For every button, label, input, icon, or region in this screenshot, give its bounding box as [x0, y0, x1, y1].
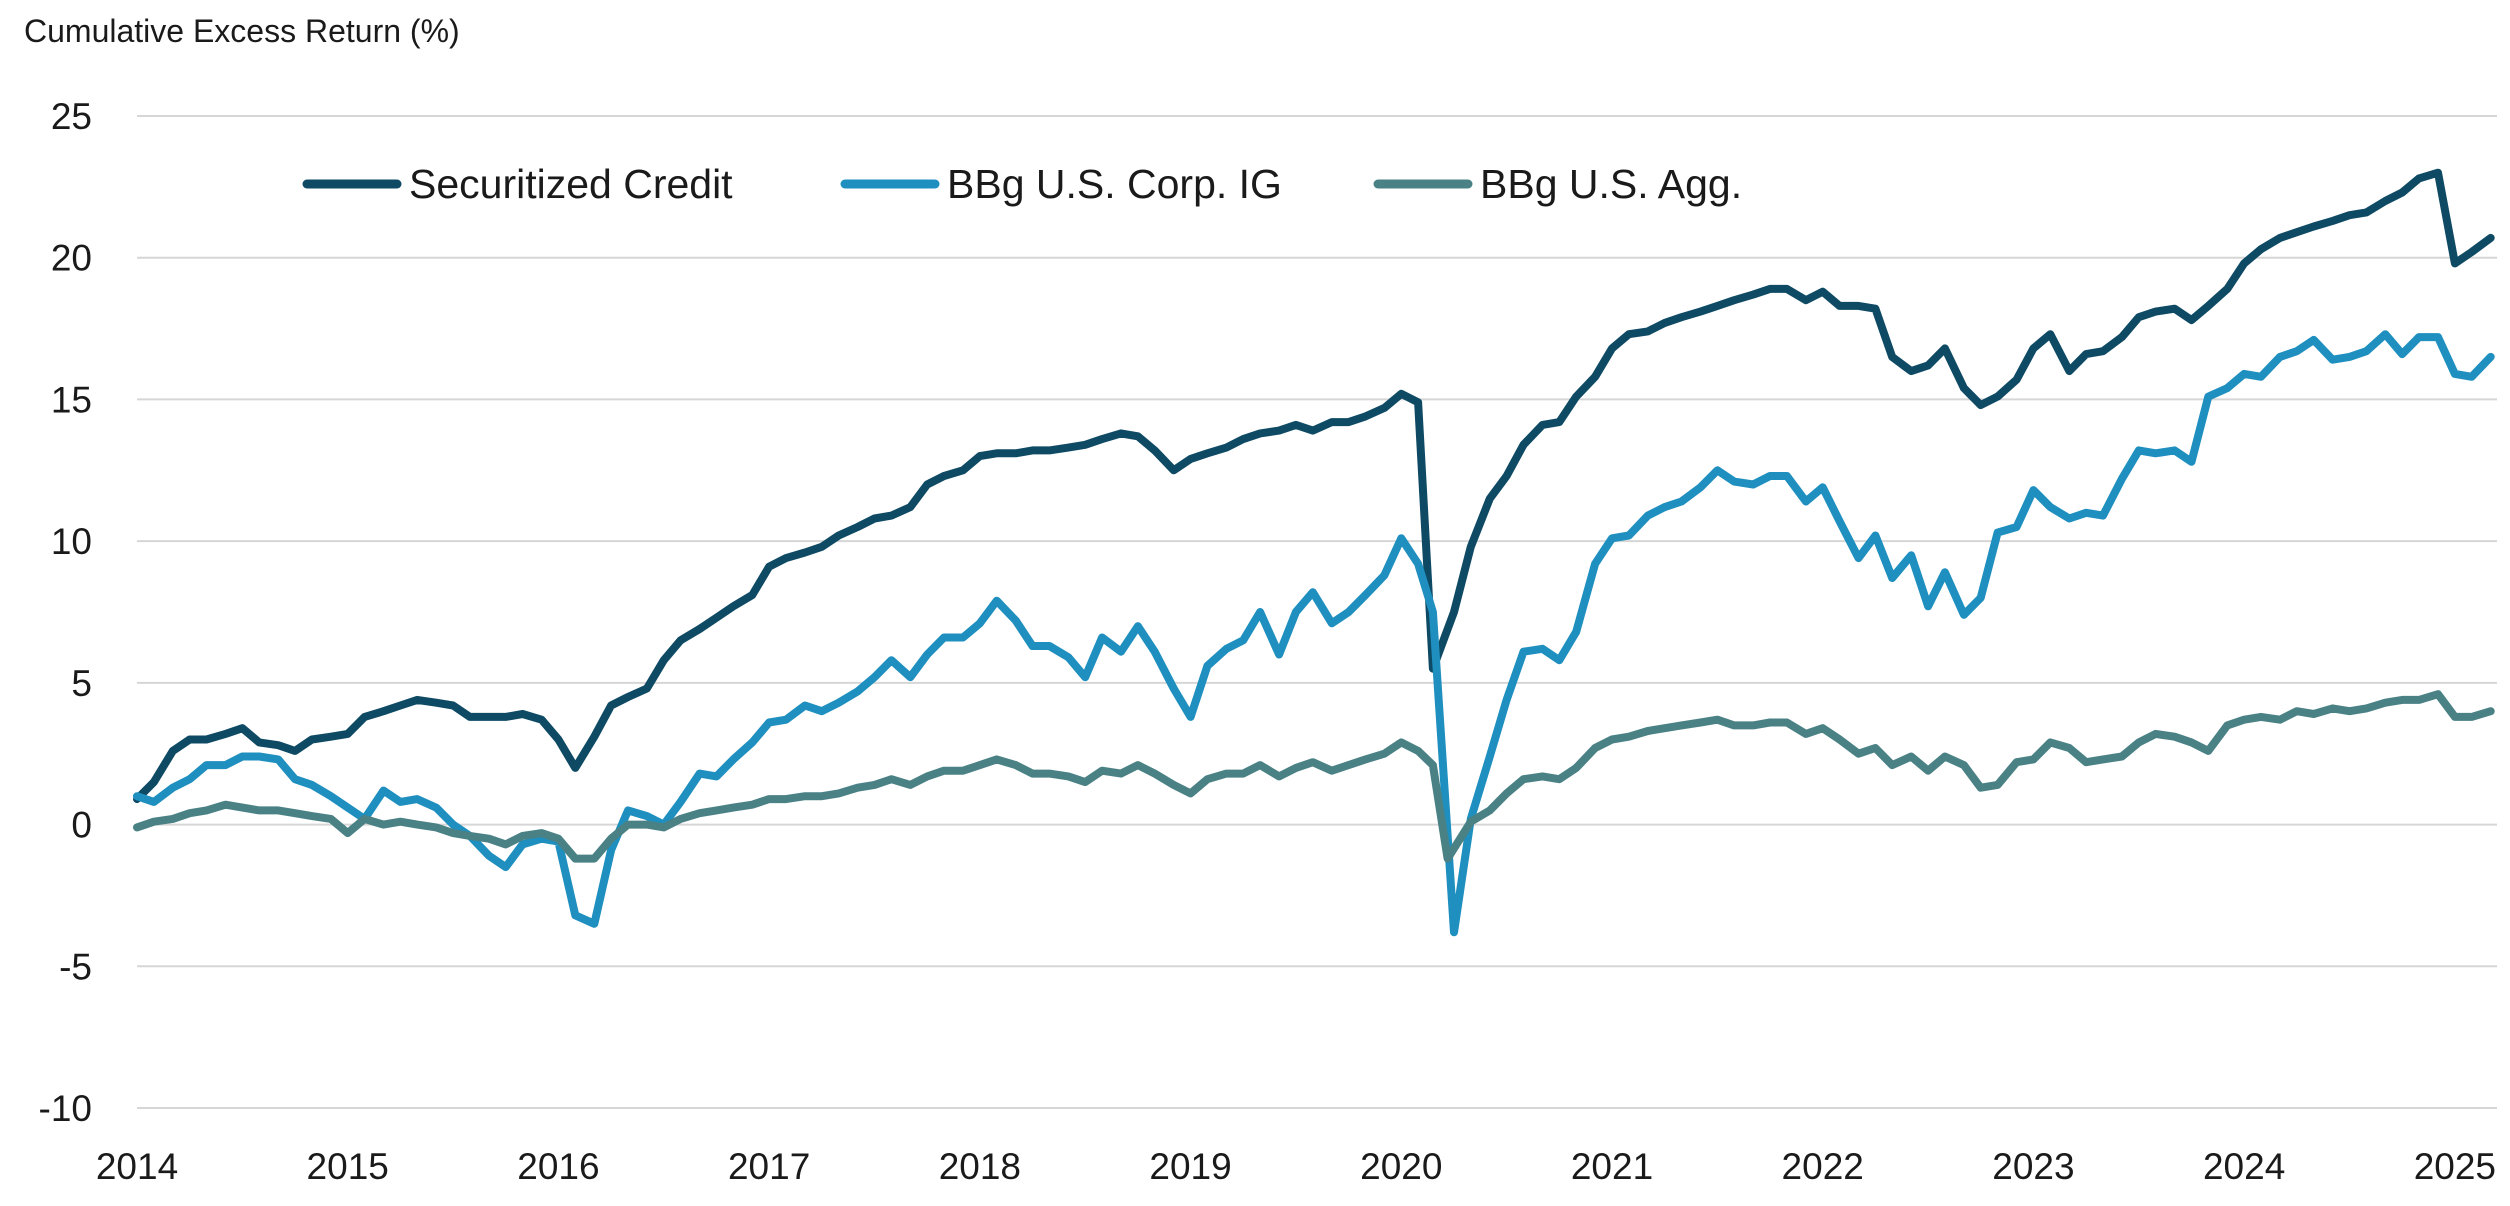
x-tick-label: 2021: [1571, 1146, 1653, 1187]
x-tick-label: 2017: [728, 1146, 810, 1187]
legend-item: Securitized Credit: [302, 161, 733, 207]
y-tick-label: 0: [71, 805, 92, 846]
y-tick-label: 5: [71, 663, 92, 704]
series-line-2: [133, 330, 2495, 937]
legend-item: BBg U.S. Agg.: [1373, 161, 1742, 207]
x-tick-label: 2016: [517, 1146, 599, 1187]
x-tick-label: 2019: [1149, 1146, 1231, 1187]
x-tick-label: 2022: [1782, 1146, 1864, 1187]
x-tick-label: 2018: [939, 1146, 1021, 1187]
legend-label: BBg U.S. Agg.: [1480, 161, 1742, 207]
series-line-1: [133, 168, 2495, 804]
x-tick-label: 2014: [96, 1146, 178, 1187]
y-tick-label: -5: [59, 946, 92, 987]
x-tick-label: 2023: [1992, 1146, 2074, 1187]
y-tick-label: 10: [51, 521, 92, 562]
y-tick-label: 15: [51, 379, 92, 420]
y-tick-label: -10: [39, 1088, 92, 1129]
series-line-3: [133, 690, 2495, 863]
y-tick-label: 20: [51, 238, 92, 279]
x-tick-label: 2025: [2414, 1146, 2496, 1187]
legend-item: BBg U.S. Corp. IG: [840, 161, 1282, 207]
grid-layer: [137, 115, 2497, 1109]
series-layer: [133, 168, 2495, 937]
x-tick-label: 2020: [1360, 1146, 1442, 1187]
y-axis-title: Cumulative Excess Return (%): [24, 13, 460, 49]
y-tick-label: 25: [51, 96, 92, 137]
y-tick-labels: 25 20 15 10 5 0 -5 -10: [39, 96, 92, 1129]
x-tick-label: 2015: [307, 1146, 389, 1187]
x-tick-label: 2024: [2203, 1146, 2285, 1187]
legend-label: BBg U.S. Corp. IG: [947, 161, 1282, 207]
legend-label: Securitized Credit: [409, 161, 733, 207]
x-tick-labels: 2014 2015 2016 2017 2018 2019 2020 2021 2022 2023…: [96, 1146, 2496, 1187]
legend: Securitized Credit BBg U.S. Corp. IG BBg U…: [302, 161, 1742, 207]
